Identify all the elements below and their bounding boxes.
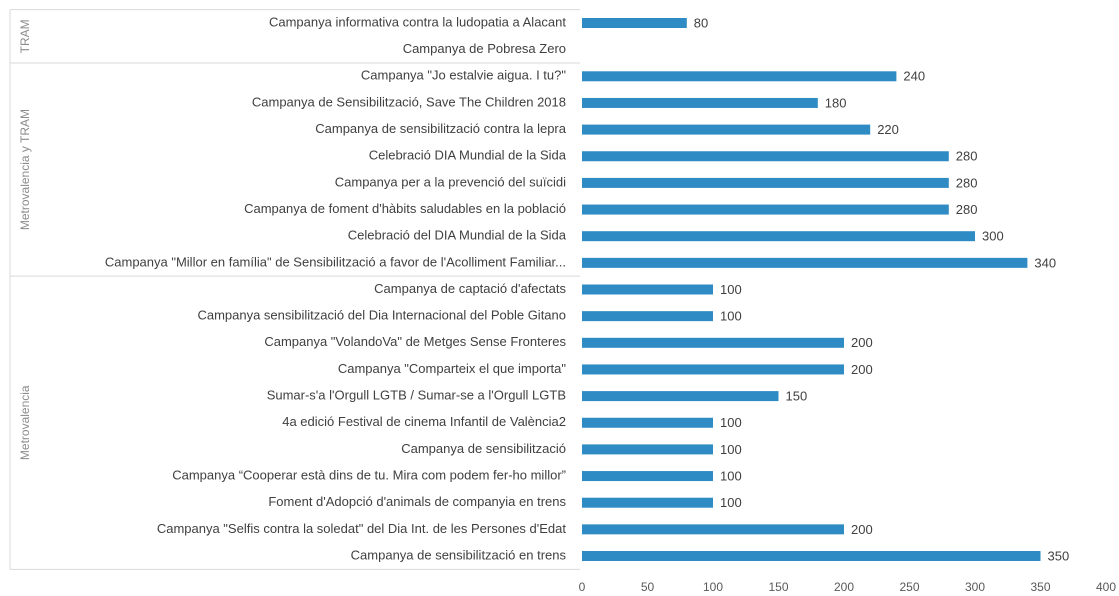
x-tick-label: 150 bbox=[768, 580, 788, 594]
bar bbox=[582, 71, 897, 82]
category-label: Campanya de sensibilització en trens bbox=[351, 547, 567, 562]
category-label: Campanya “Cooperar està dins de tu. Mira… bbox=[172, 467, 566, 482]
bar bbox=[582, 151, 949, 162]
value-label: 150 bbox=[786, 389, 808, 404]
value-label: 200 bbox=[851, 362, 873, 377]
bar bbox=[582, 204, 949, 215]
category-label: Campanya sensibilització del Dia Interna… bbox=[197, 308, 566, 323]
value-label: 100 bbox=[720, 468, 742, 483]
category-label: Celebració DIA Mundial de la Sida bbox=[369, 148, 567, 163]
category-label: Campanya "Millor en família" de Sensibil… bbox=[105, 254, 566, 269]
category-label: Campanya de captació d'afectats bbox=[374, 281, 566, 296]
category-label: Campanya per a la prevenció del suïcidi bbox=[335, 174, 566, 189]
value-label: 100 bbox=[720, 282, 742, 297]
x-tick-label: 350 bbox=[1030, 580, 1050, 594]
bar bbox=[582, 311, 713, 322]
x-tick-label: 200 bbox=[834, 580, 854, 594]
category-label: Campanya "Comparteix el que importa" bbox=[338, 361, 567, 376]
bar bbox=[582, 364, 844, 375]
x-tick-label: 300 bbox=[965, 580, 985, 594]
bar bbox=[582, 284, 713, 295]
value-label: 340 bbox=[1034, 255, 1056, 270]
category-label: Campanya de foment d'hàbits saludables e… bbox=[244, 201, 566, 216]
value-label: 200 bbox=[851, 522, 873, 537]
bar bbox=[582, 391, 779, 402]
category-label: Campanya de sensibilització contra la le… bbox=[315, 121, 567, 136]
bar bbox=[582, 97, 818, 108]
value-label: 280 bbox=[956, 175, 978, 190]
bar bbox=[582, 257, 1028, 268]
bar bbox=[582, 471, 713, 482]
bar bbox=[582, 497, 713, 508]
x-tick-label: 0 bbox=[579, 580, 586, 594]
value-label: 240 bbox=[903, 69, 925, 84]
category-label: Sumar-s'a l'Orgull LGTB / Sumar-se a l'O… bbox=[267, 388, 566, 403]
bar bbox=[582, 177, 949, 188]
value-label: 280 bbox=[956, 149, 978, 164]
category-label: Campanya "Jo estalvie aigua. I tu?" bbox=[361, 68, 566, 83]
bar bbox=[582, 417, 713, 428]
x-tick-label: 250 bbox=[899, 580, 919, 594]
bar bbox=[582, 124, 871, 135]
x-tick-label: 50 bbox=[641, 580, 655, 594]
value-label: 350 bbox=[1048, 548, 1070, 563]
bar bbox=[582, 524, 844, 535]
category-label: 4a edició Festival de cinema Infantil de… bbox=[282, 414, 566, 429]
category-label: Campanya de Sensibilització, Save The Ch… bbox=[252, 94, 566, 109]
category-label: Campanya "VolandoVa" de Metges Sense Fro… bbox=[264, 334, 566, 349]
group-label: TRAM bbox=[18, 19, 32, 53]
bar bbox=[582, 444, 713, 455]
group-label: Metrovalencia bbox=[18, 385, 32, 460]
group-label: Metrovalencia y TRAM bbox=[18, 109, 32, 230]
value-label: 180 bbox=[825, 95, 847, 110]
value-label: 280 bbox=[956, 202, 978, 217]
value-label: 80 bbox=[694, 15, 708, 30]
bar bbox=[582, 551, 1041, 561]
bar bbox=[582, 337, 844, 348]
value-label: 220 bbox=[877, 122, 899, 137]
x-tick-label: 100 bbox=[703, 580, 723, 594]
value-label: 100 bbox=[720, 415, 742, 430]
category-label: Campanya "Selfis contra la soledat" del … bbox=[157, 521, 567, 536]
category-label: Campanya de Pobresa Zero bbox=[403, 41, 566, 56]
bar bbox=[582, 18, 687, 28]
value-label: 100 bbox=[720, 442, 742, 457]
bar bbox=[582, 231, 975, 242]
value-label: 100 bbox=[720, 309, 742, 324]
category-label: Celebració del DIA Mundial de la Sida bbox=[348, 228, 567, 243]
x-tick-label: 400 bbox=[1096, 580, 1116, 594]
value-label: 200 bbox=[851, 335, 873, 350]
value-label: 100 bbox=[720, 495, 742, 510]
category-label: Foment d'Adopció d'animals de companyia … bbox=[268, 494, 566, 509]
category-label: Campanya de sensibilització bbox=[401, 441, 566, 456]
value-label: 300 bbox=[982, 229, 1004, 244]
category-label: Campanya informativa contra la ludopatia… bbox=[269, 14, 566, 29]
